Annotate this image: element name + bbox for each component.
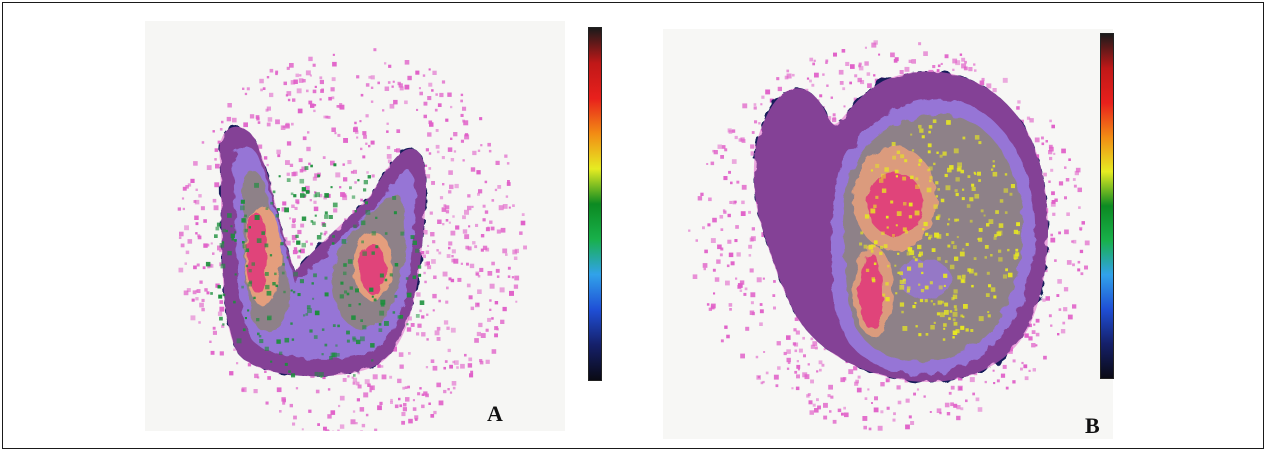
colorbar-b <box>1100 33 1114 379</box>
panel-label-b: B <box>1085 413 1100 438</box>
colorbar-a <box>588 27 602 381</box>
speckle-inner-b <box>859 119 1020 341</box>
scan-image-a <box>145 21 565 431</box>
scan-graphic-b <box>688 40 1090 431</box>
panel-label-a: A <box>487 401 503 426</box>
scan-graphic-a <box>177 48 527 431</box>
speckle-inner-a <box>205 163 425 378</box>
scan-image-b <box>663 29 1113 439</box>
